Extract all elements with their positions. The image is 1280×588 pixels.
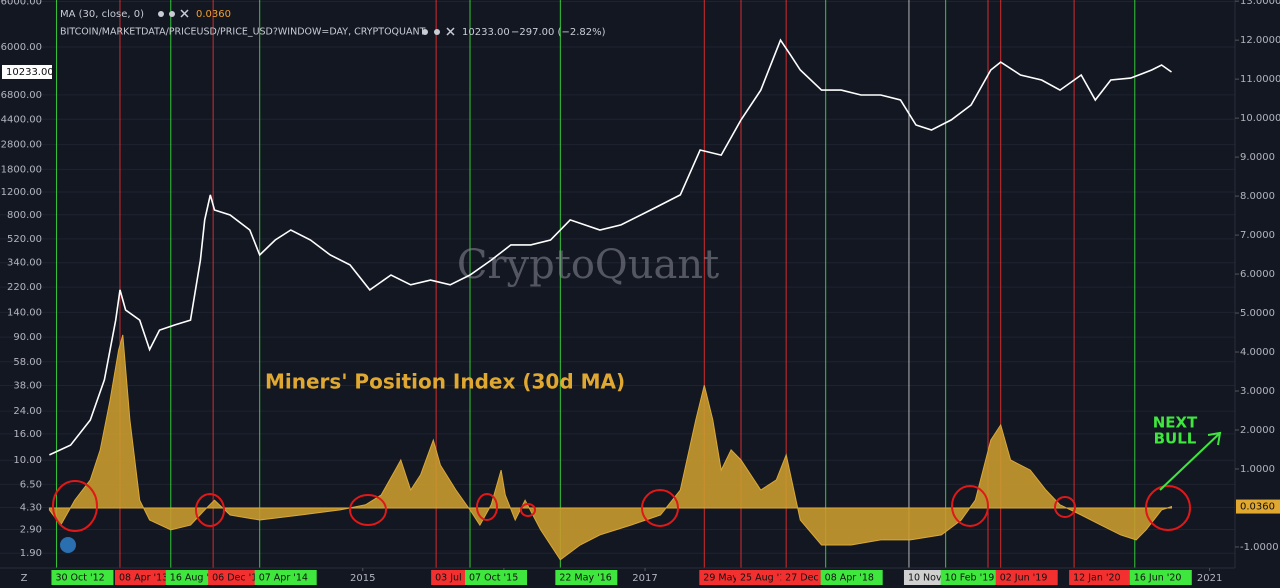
x-tick-label: 2015	[350, 573, 375, 584]
event-label: 12 Jan '20	[1073, 573, 1120, 584]
legend-icons	[422, 27, 455, 36]
event-label: 07 Oct '15	[469, 573, 518, 584]
y-tick-label: 90.00	[13, 332, 42, 343]
y-tick-label: 38.00	[13, 380, 42, 391]
next-bull-arrow	[1159, 431, 1222, 491]
price-badge-label: 10233.00	[6, 67, 54, 78]
y-tick-label: 520.00	[7, 234, 42, 245]
y-tick-label: 16000.00	[0, 42, 42, 53]
legend-value: 0.0360	[196, 9, 231, 20]
mpi-annotation: Miners' Position Index (30d MA)	[265, 370, 625, 394]
y-tick-label: 6.50	[20, 479, 42, 490]
y2-tick-label: 6.0000	[1240, 269, 1275, 280]
y2-tick-label: 5.0000	[1240, 308, 1275, 319]
price-badge	[2, 64, 52, 79]
y-tick-label: 220.00	[7, 282, 42, 293]
event-label-box	[254, 570, 317, 585]
y-tick-label: 4400.00	[1, 114, 42, 125]
event-label-box	[1069, 570, 1132, 585]
y-tick-label: 24.00	[13, 406, 42, 417]
event-label-box	[465, 570, 528, 585]
event-label: 06 Dec '13	[212, 573, 263, 584]
y2-tick-label: 13.0000	[1240, 0, 1280, 7]
y-tick-label: 1.90	[20, 548, 42, 559]
event-label: 03 Jul '15	[435, 573, 479, 584]
event-label: 02 Jun '19	[1000, 573, 1048, 584]
y-tick-label: 800.00	[7, 210, 42, 221]
event-label: 10 Nov '	[908, 573, 947, 584]
event-label: 08 Apr '13	[119, 573, 168, 584]
event-label: 30 Oct '12	[55, 573, 104, 584]
y-tick-label: 340.00	[7, 258, 42, 269]
y-tick-label: 140.00	[7, 307, 42, 318]
mpi-area	[48, 334, 1173, 561]
y2-tick-label: 11.0000	[1240, 74, 1280, 85]
y2-tick-label: 12.0000	[1240, 35, 1280, 46]
event-label-box	[555, 570, 618, 585]
legend-value: 10233.00	[462, 27, 510, 38]
y-tick-label: 1800.00	[1, 164, 42, 175]
event-label: 16 Aug '13	[170, 573, 221, 584]
highlight-circles	[52, 480, 1191, 532]
event-label-box	[208, 570, 271, 585]
next-bull-label: BULL	[1154, 430, 1197, 448]
legend-entry: BITCOIN/MARKETDATA/PRICEUSD/PRICE_USD?WI…	[60, 27, 426, 38]
y-tick-label: 58.00	[13, 357, 42, 368]
event-label: 27 Dec '1	[785, 573, 830, 584]
event-label: 07 Apr '14	[259, 573, 308, 584]
y2-tick-label: 4.0000	[1240, 347, 1275, 358]
price-line	[49, 38, 1172, 456]
y-tick-label: 10.00	[13, 455, 42, 466]
y2-tick-label: 2.0000	[1240, 425, 1275, 436]
y-tick-label: 36000.00	[0, 0, 42, 8]
event-label-box	[51, 570, 114, 585]
plot-area	[48, 38, 1173, 561]
event-label-box	[940, 570, 1003, 585]
zoom-icon[interactable]: Z	[21, 573, 28, 584]
y2-tick-label: 9.0000	[1240, 152, 1275, 163]
next-bull-label: NEXT	[1153, 414, 1198, 432]
event-label-box	[1129, 570, 1192, 585]
event-label: 29 May	[703, 573, 738, 584]
event-label-box	[699, 570, 740, 585]
y2-tick-label: 10.0000	[1240, 113, 1280, 124]
y2-tick-label: 1.0000	[1240, 464, 1275, 475]
logo	[60, 537, 76, 553]
legend-change: −297.00 (−2.82%)	[511, 27, 606, 38]
event-label-box	[995, 570, 1058, 585]
event-label-box	[114, 570, 177, 585]
event-label: 10 Feb '19	[945, 573, 995, 584]
y-tick-label: 1200.00	[1, 187, 42, 198]
x-tick-label: 2017	[632, 573, 657, 584]
y-tick-label: 6800.00	[1, 90, 42, 101]
legend-entry: MA (30, close, 0)	[60, 9, 144, 20]
event-label-box	[820, 570, 883, 585]
legend-icons	[158, 9, 189, 18]
event-label: 22 May '16	[559, 573, 611, 584]
x-tick-label: 2021	[1197, 573, 1222, 584]
event-label: 25 Aug '17	[740, 573, 791, 584]
mpi-badge	[1236, 499, 1280, 514]
y-tick-label: 16.00	[13, 429, 42, 440]
y2-tick-label: 7.0000	[1240, 230, 1275, 241]
right-axis-bg	[1235, 0, 1280, 588]
y-tick-label: 4.30	[20, 502, 42, 513]
event-label: 16 Jun '20	[1134, 573, 1182, 584]
mpi-badge-label: 0.0360	[1240, 502, 1275, 513]
y2-tick-label: -1.0000	[1240, 542, 1279, 553]
y2-tick-label: 8.0000	[1240, 191, 1275, 202]
event-label: 08 Apr '18	[825, 573, 874, 584]
watermark: CryptoQuant	[457, 242, 719, 288]
y-tick-label: 2800.00	[1, 140, 42, 151]
y2-tick-label: 3.0000	[1240, 386, 1275, 397]
y-tick-label: 2.90	[20, 525, 42, 536]
